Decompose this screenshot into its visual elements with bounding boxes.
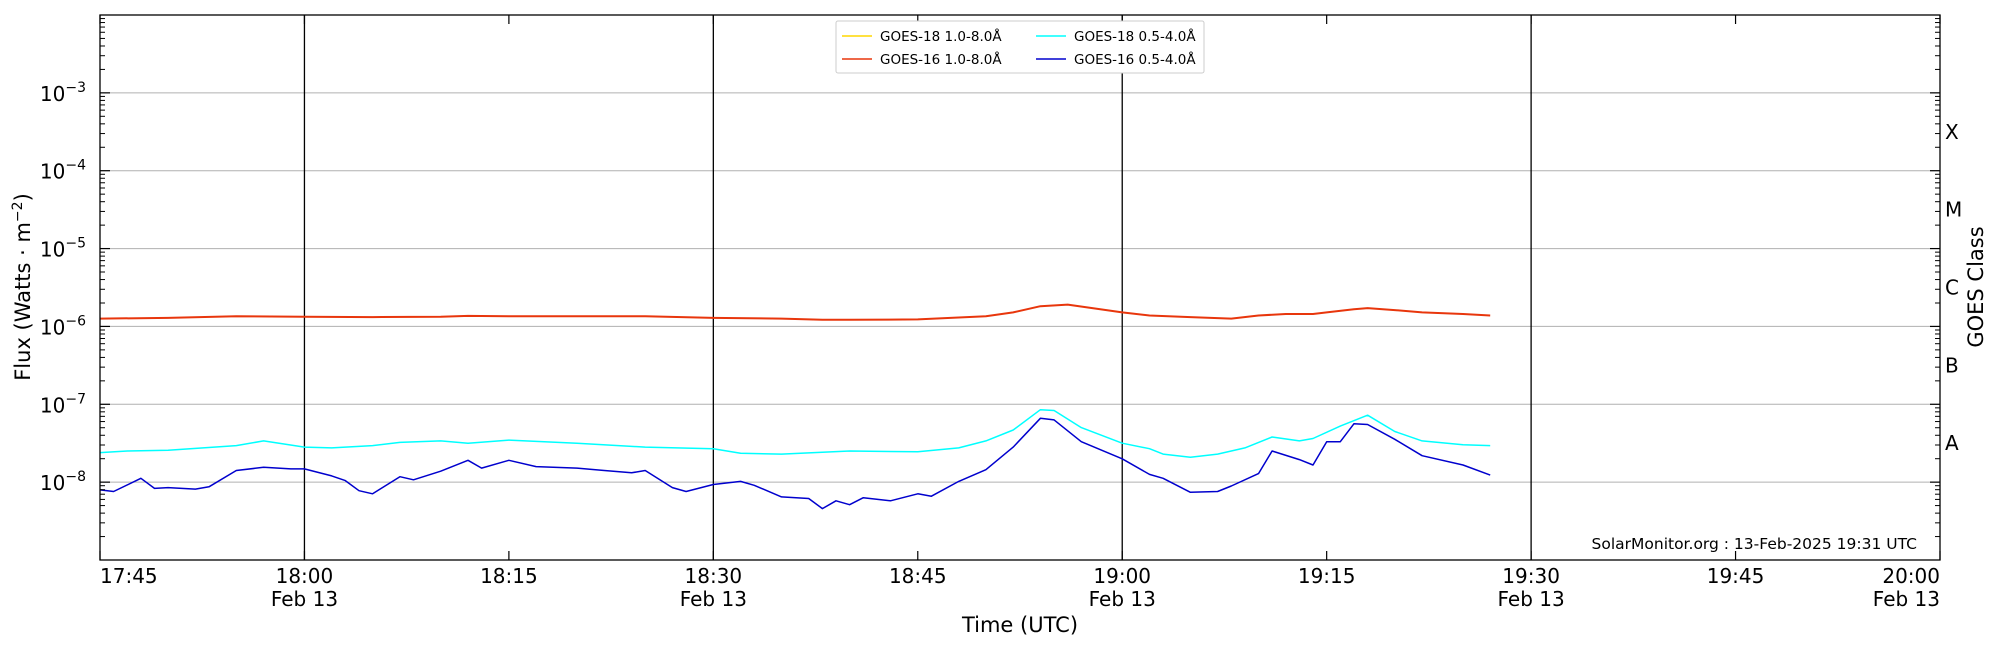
x-tick-label: 18:15: [480, 564, 538, 588]
plot-frame: [99, 14, 1941, 561]
series-line-2: [99, 408, 1491, 458]
x-tick-date-label: Feb 13: [1089, 587, 1156, 611]
day-boundary-lines: [303, 15, 1532, 560]
x-tick-label: 19:45: [1707, 564, 1765, 588]
goes-class-letter: M: [1945, 198, 1962, 222]
flux-series: [99, 303, 1491, 510]
legend-box: [835, 20, 1205, 74]
y-tick-label: 10−4: [40, 158, 86, 184]
series-line-1: [99, 303, 1491, 321]
legend-label-goes16-short: GOES-16 0.5-4.0Å: [1074, 51, 1196, 68]
y-tick-label: 10−5: [40, 236, 86, 262]
horizontal-gridlines: [100, 92, 1940, 483]
x-tick-label: 19:15: [1298, 564, 1356, 588]
x-tick-label: 18:30: [685, 564, 743, 588]
x-tick-date-label: Feb 13: [680, 587, 747, 611]
y-tick-label: 10−8: [40, 469, 86, 495]
x-tick-label: 17:45: [100, 564, 158, 588]
goes-class-letter: B: [1945, 353, 1959, 377]
legend-label-goes18-long: GOES-18 1.0-8.0Å: [880, 28, 1002, 45]
x-tick-date-label: Feb 13: [1873, 587, 1940, 611]
x-tick-date-label: Feb 13: [271, 587, 338, 611]
goes-class-letter: A: [1945, 431, 1959, 455]
legend-label-goes16-long: GOES-16 1.0-8.0Å: [880, 51, 1002, 68]
x-axis-title: Time (UTC): [961, 613, 1078, 637]
y-tick-label: 10−7: [40, 391, 86, 417]
y-axis-title: Flux (Watts · m−2): [10, 193, 35, 381]
goes-class-axis-title: GOES Class: [1964, 226, 1988, 347]
x-tick-label: 20:00: [1882, 564, 1940, 588]
y-tick-label: 10−3: [40, 80, 86, 106]
goes-class-letter: C: [1945, 276, 1959, 300]
x-tick-label: 19:00: [1093, 564, 1151, 588]
credit-label: SolarMonitor.org : 13-Feb-2025 19:31 UTC: [1592, 535, 1917, 553]
goes-class-labels: A B C M X: [1945, 120, 1962, 455]
series-line-3: [99, 417, 1491, 510]
legend-label-goes18-short: GOES-18 0.5-4.0Å: [1074, 28, 1196, 45]
x-tick-label: 19:30: [1502, 564, 1560, 588]
x-tick-label: 18:00: [276, 564, 334, 588]
x-tick-date-label: Feb 13: [1498, 587, 1565, 611]
goes-class-letter: X: [1945, 120, 1959, 144]
x-tick-label: 18:45: [889, 564, 947, 588]
y-tick-label: 10−6: [40, 313, 86, 339]
y-axis-ticks: 10−8 10−7 10−6 10−5 10−4 10−3: [40, 18, 1940, 538]
legend: GOES-18 1.0-8.0Å GOES-16 1.0-8.0Å GOES-1…: [835, 20, 1205, 74]
